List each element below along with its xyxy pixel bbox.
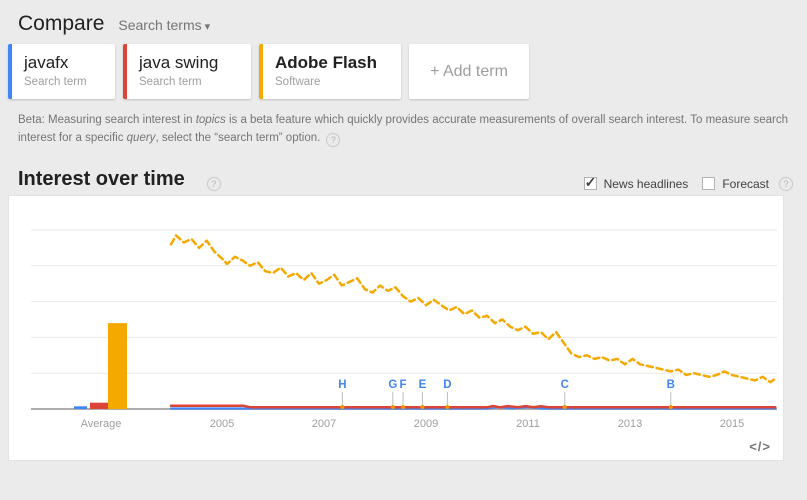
svg-text:2015: 2015	[720, 418, 744, 430]
beta-note-italic: query	[126, 131, 156, 144]
embed-code-icon[interactable]: </>	[749, 438, 771, 454]
svg-text:2009: 2009	[414, 418, 438, 430]
search-terms-dropdown[interactable]: Search terms ▾	[118, 17, 210, 33]
svg-text:H: H	[338, 379, 346, 391]
forecast-label: Forecast	[722, 176, 769, 191]
beta-note: Beta: Measuring search interest in topic…	[18, 112, 799, 148]
svg-text:C: C	[561, 379, 569, 391]
beta-note-italic: topics	[195, 114, 226, 126]
beta-note-text: is a beta feature which quickly provides…	[18, 114, 789, 144]
svg-text:E: E	[419, 379, 427, 391]
search-terms-dropdown-label: Search terms	[118, 17, 202, 33]
term-type-label: Search term	[24, 76, 87, 88]
svg-text:F: F	[400, 379, 407, 391]
term-cards-row: javafx Search term java swing Search ter…	[8, 44, 799, 99]
chevron-down-icon: ▾	[204, 21, 211, 33]
news-headlines-checkbox[interactable]: ✓ News headlines	[583, 174, 689, 191]
svg-text:G: G	[388, 379, 397, 391]
svg-text:2013: 2013	[618, 418, 642, 430]
page-title: Compare	[18, 12, 105, 35]
section-header: Interest over time? ✓ News headlines For…	[8, 168, 799, 191]
term-name: java swing	[139, 53, 219, 72]
news-headlines-label: News headlines	[603, 176, 689, 191]
svg-text:2007: 2007	[312, 418, 336, 430]
help-icon[interactable]: ?	[779, 176, 793, 191]
interest-over-time-chart: Average 2005 2007 2009 2011 2013 2015 H G F E D C B <…	[8, 194, 784, 461]
svg-text:D: D	[443, 379, 451, 391]
term-color-bar	[123, 44, 127, 99]
beta-note-text: , select the “search term” option.	[155, 131, 321, 144]
svg-text:2005: 2005	[210, 418, 234, 430]
svg-text:B: B	[667, 379, 675, 391]
forecast-checkbox[interactable]: Forecast	[702, 177, 769, 191]
term-name: Adobe Flash	[275, 53, 378, 72]
add-term-button[interactable]: + Add term	[409, 44, 529, 99]
checkbox-box-unchecked	[702, 177, 716, 191]
help-icon[interactable]: ?	[206, 176, 221, 191]
svg-text:Average: Average	[81, 418, 122, 430]
term-card-adobe-flash[interactable]: Adobe Flash Software	[259, 44, 401, 99]
term-color-bar	[8, 44, 12, 99]
chart-controls: ✓ News headlines Forecast ?	[583, 174, 799, 191]
term-type-label: Search term	[139, 76, 202, 88]
chart-svg[interactable]: Average 2005 2007 2009 2011 2013 2015 H G F E D C B	[9, 196, 783, 460]
svg-text:2011: 2011	[516, 418, 540, 430]
checkbox-box-checked: ✓	[583, 174, 597, 191]
term-card-javafx[interactable]: javafx Search term	[8, 44, 115, 99]
check-icon: ✓	[584, 174, 597, 191]
add-term-label: + Add term	[430, 62, 508, 80]
page-header: Compare Search terms ▾	[8, 8, 799, 44]
beta-note-text: Beta: Measuring search interest in	[18, 114, 196, 126]
term-color-bar	[259, 44, 263, 99]
section-title: Interest over time	[18, 167, 185, 190]
term-card-java-swing[interactable]: java swing Search term	[123, 44, 251, 99]
term-type-label: Software	[275, 76, 321, 88]
trends-compare-page: Compare Search terms ▾ javafx Search term…	[8, 8, 799, 461]
help-icon[interactable]: ?	[326, 132, 341, 147]
term-name: javafx	[24, 53, 69, 72]
